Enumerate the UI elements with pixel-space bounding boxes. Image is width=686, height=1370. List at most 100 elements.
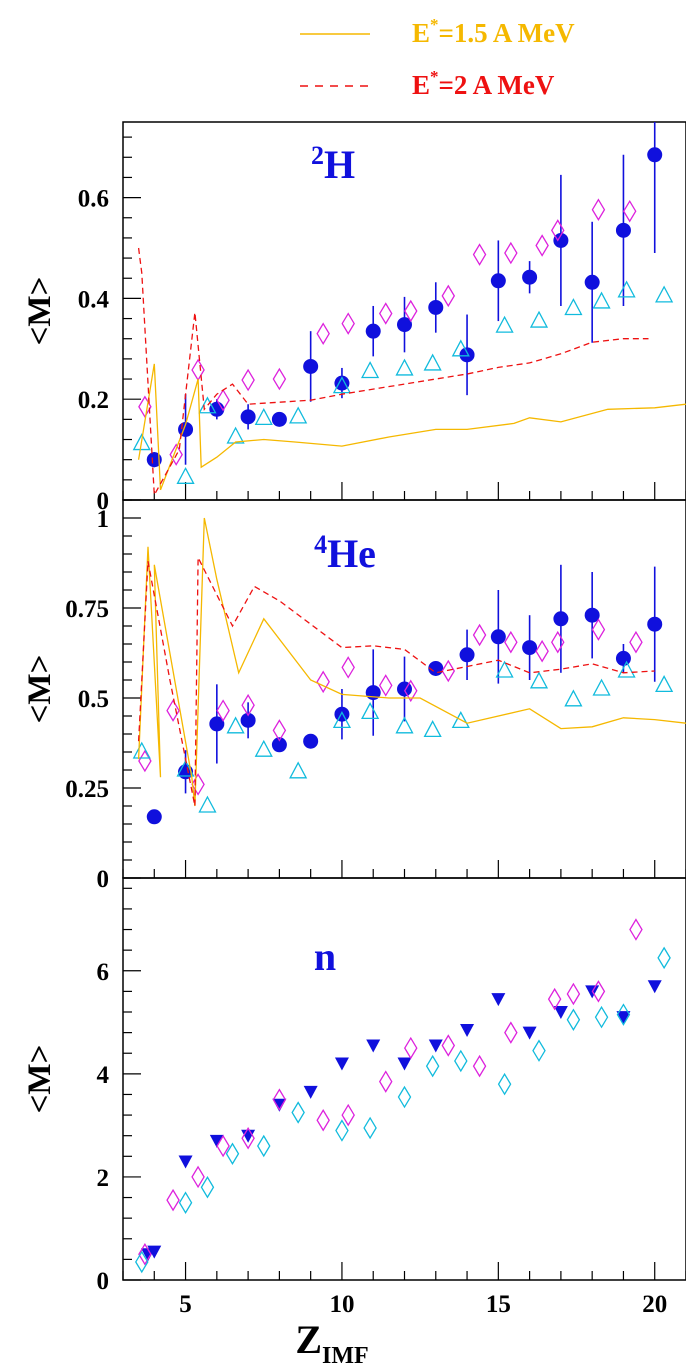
data-point-triangle (423, 353, 442, 371)
data-point-circle (615, 650, 631, 666)
data-point-diamond (472, 623, 487, 647)
y-axis-label: <M> (22, 1045, 58, 1114)
data-point-diamond (291, 1101, 305, 1124)
legend-label-1: E*=1.5 A MeV (412, 15, 575, 48)
data-point-diamond (216, 388, 230, 412)
data-point-triangle-down (366, 1039, 381, 1053)
data-point-triangle-down (209, 1134, 224, 1148)
data-point-diamond (166, 699, 180, 722)
data-point-circle (522, 269, 538, 285)
data-point-circle (428, 299, 444, 315)
y-tick-label: 0.25 (65, 776, 109, 803)
data-point-triangle (176, 759, 195, 777)
plot-area (132, 122, 686, 498)
data-point-diamond (497, 1072, 512, 1096)
data-point-circle (615, 222, 631, 238)
data-point-triangle (495, 660, 514, 678)
data-point-circle (240, 712, 256, 728)
data-point-diamond (378, 302, 393, 325)
data-point-circle (584, 274, 600, 290)
data-point-diamond (441, 284, 456, 308)
data-point-circle (647, 147, 663, 163)
data-point-diamond (591, 618, 606, 641)
y-tick-label: 0 (97, 866, 110, 893)
y-tick-label: 0.5 (78, 686, 109, 713)
data-point-triangle (617, 660, 636, 678)
panel-3: 0 2 4 6 5 10 15 20 <M> n (22, 877, 686, 1318)
data-point-diamond (316, 1108, 330, 1132)
data-point-triangle (395, 358, 414, 376)
data-point-diamond (378, 674, 393, 697)
data-point-circle (209, 716, 225, 732)
data-point-circle (146, 809, 162, 825)
data-point-circle (459, 347, 475, 363)
data-point-diamond (403, 1036, 418, 1060)
y-tick-label: 4 (97, 1062, 110, 1089)
data-point-diamond (622, 199, 637, 223)
data-point-diamond (138, 749, 152, 773)
data-point-triangle-down (334, 1057, 349, 1071)
data-point-circle (459, 647, 475, 663)
data-point-triangle (564, 298, 583, 316)
data-point-diamond (566, 982, 581, 1006)
data-point-circle (553, 611, 569, 627)
model-line-dashed (137, 247, 649, 498)
y-tick-label: 0 (97, 1268, 110, 1295)
panels: 0 0.2 0.4 0.6 <M> 2H 0 0.25 0.5 0.75 1 <M> 4He 0 2 4 6 5 1… (22, 121, 686, 1318)
data-point-diamond (441, 1034, 456, 1057)
y-axis-label: <M> (22, 655, 58, 724)
data-point-triangle-down (178, 1155, 193, 1169)
data-point-diamond (472, 1054, 487, 1078)
data-point-triangle (361, 361, 380, 379)
data-point-diamond (591, 980, 606, 1003)
data-point-diamond (169, 443, 183, 466)
y-tick-label: 6 (97, 959, 110, 986)
data-point-diamond (241, 1127, 255, 1150)
data-point-triangle (289, 761, 308, 779)
data-point-diamond (591, 198, 606, 221)
data-point-triangle (395, 716, 414, 734)
x-tick-label: 20 (642, 1291, 667, 1318)
data-point-circle (240, 409, 256, 425)
data-point-triangle-down (272, 1098, 287, 1112)
model-line-solid (137, 517, 686, 807)
data-point-diamond (657, 946, 671, 970)
data-point-triangle (361, 702, 380, 720)
data-point-triangle-down (616, 1011, 631, 1025)
data-point-diamond (272, 719, 287, 742)
data-point-diamond (200, 1175, 215, 1199)
data-point-triangle (451, 339, 470, 357)
y-tick-label: 2 (97, 1165, 110, 1192)
data-point-triangle-down (491, 993, 506, 1007)
data-point-triangle (132, 741, 151, 759)
data-point-triangle (289, 406, 308, 424)
data-point-circle (334, 375, 350, 391)
y-tick-label: 0.75 (65, 596, 109, 623)
data-point-diamond (138, 1242, 152, 1266)
data-point-triangle-down (647, 980, 662, 994)
data-point-diamond (341, 656, 355, 679)
data-point-diamond (241, 368, 255, 392)
data-point-circle (146, 452, 162, 468)
data-point-triangle (655, 285, 674, 303)
data-point-triangle (617, 280, 636, 298)
data-point-diamond (504, 1021, 518, 1044)
panel-2: 0 0.25 0.5 0.75 1 <M> 4He (22, 499, 686, 893)
data-point-circle (584, 607, 600, 623)
data-point-triangle-down (460, 1024, 475, 1038)
data-point-diamond (166, 1188, 180, 1212)
plot-frame (122, 877, 686, 1281)
data-point-circle (522, 640, 538, 656)
data-point-circle (397, 317, 412, 333)
data-point-diamond (191, 1165, 205, 1189)
data-point-triangle (529, 671, 549, 689)
data-point-triangle-down (397, 1057, 412, 1071)
data-point-diamond (191, 358, 205, 382)
data-point-circle (271, 737, 287, 753)
legend: E*=1.5 A MeV E*=2 A MeV (300, 15, 575, 100)
data-point-circle (397, 681, 412, 697)
data-point-diamond (547, 987, 562, 1011)
data-point-diamond (535, 234, 549, 257)
data-point-circle (271, 411, 287, 427)
